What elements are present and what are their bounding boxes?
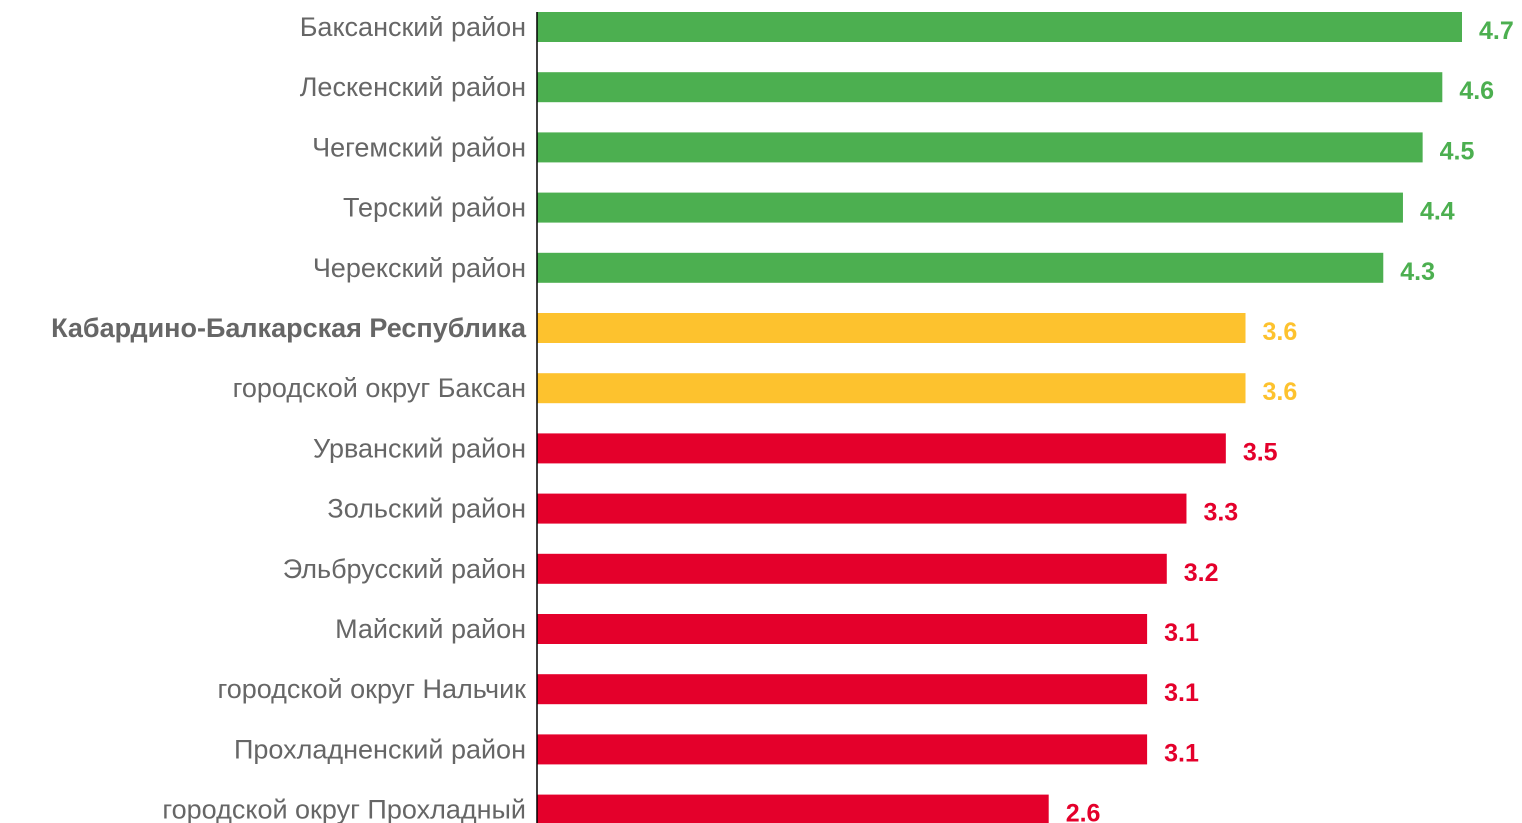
category-label-14: городской округ Прохладный [162,795,526,823]
bar-3 [537,132,1423,163]
bar-8 [537,433,1226,464]
category-label-4: Терский район [343,193,526,223]
category-label-3: Чегемский район [312,132,526,162]
category-label-6: Кабардино-Балкарская Республика [51,313,527,343]
category-label-2: Лескенский район [300,72,526,102]
value-label-2: 4.6 [1459,77,1494,105]
value-label-9: 3.3 [1203,499,1238,527]
value-label-1: 4.7 [1479,17,1514,45]
category-label-1: Баксанский район [300,12,526,42]
category-label-5: Черекский район [313,253,526,283]
value-label-11: 3.1 [1164,619,1199,647]
bar-5 [537,252,1384,283]
value-label-7: 3.6 [1263,378,1298,406]
bar-14 [537,794,1049,823]
bar-9 [537,493,1187,524]
value-label-10: 3.2 [1184,559,1219,587]
value-label-13: 3.1 [1164,739,1199,767]
bar-13 [537,734,1148,765]
category-label-10: Эльбрусский район [283,554,526,584]
value-label-12: 3.1 [1164,679,1199,707]
category-label-13: Прохладненский район [234,734,526,764]
category-label-11: Майский район [335,614,526,644]
bar-6 [537,313,1246,343]
value-label-4: 4.4 [1420,198,1455,226]
value-label-3: 4.5 [1440,137,1475,165]
bar-10 [537,553,1167,584]
category-label-12: городской округ Нальчик [217,674,526,704]
value-label-8: 3.5 [1243,438,1278,466]
value-labels-layer: 4.7 4.6 4.5 4.4 4.3 3.6 3.6 3.5 3.3 3.2 3.1 3.1 3.1 2… [1066,17,1514,823]
bar-12 [537,674,1148,705]
bar-7 [537,373,1246,404]
category-label-8: Урванский район [313,433,526,463]
value-label-6: 3.6 [1263,318,1298,346]
value-label-5: 4.3 [1400,258,1435,286]
value-label-14: 2.6 [1066,800,1101,823]
bars-layer [537,12,1462,823]
category-labels-layer: Баксанский район Лескенский район Чегемски… [51,12,527,823]
bar-2 [537,72,1443,103]
bar-4 [537,192,1403,223]
bar-11 [537,614,1148,644]
category-label-7: городской округ Баксан [233,373,526,403]
category-label-9: Зольский район [327,494,526,524]
bar-1 [537,12,1462,42]
